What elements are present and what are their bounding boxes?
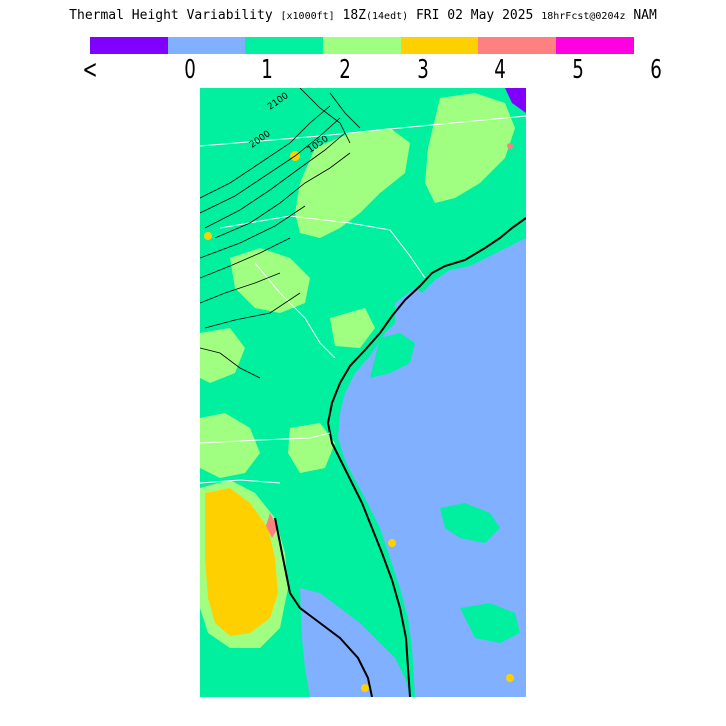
high-variability-region-s bbox=[200, 413, 260, 478]
legend-swatch-1-2 bbox=[245, 37, 324, 54]
legend-label-lt: < bbox=[82, 55, 98, 85]
color-legend bbox=[90, 37, 634, 54]
coastal-band-region bbox=[370, 333, 415, 378]
high-variability-region-se bbox=[288, 423, 335, 473]
title-fcst: 18hrFcst@0204z bbox=[541, 11, 626, 22]
legend-swatch-2-3 bbox=[323, 37, 401, 54]
hotspot-marker bbox=[388, 539, 396, 547]
map-title: Thermal Height Variability [x1000ft] 18Z… bbox=[0, 8, 726, 23]
state-border bbox=[254, 262, 336, 359]
peak-variability-region-fl bbox=[205, 488, 278, 636]
state-border bbox=[200, 479, 281, 484]
forecast-map: 2100 2000 1050 bbox=[200, 88, 526, 697]
high-variability-region-c bbox=[330, 308, 375, 348]
legend-label-3: 3 bbox=[417, 55, 429, 85]
hotspot-marker bbox=[204, 232, 212, 240]
coastline bbox=[326, 217, 526, 697]
title-date: FRI 02 May 2025 bbox=[415, 8, 534, 23]
negative-variability-region bbox=[505, 88, 526, 113]
title-local: (14edt) bbox=[366, 11, 409, 22]
legend-swatch-0-1 bbox=[167, 37, 246, 54]
hotspot-marker bbox=[507, 143, 513, 149]
hotspot-marker bbox=[361, 684, 369, 692]
title-units: [x1000ft] bbox=[280, 11, 335, 22]
legend-label-0: 0 bbox=[184, 55, 196, 85]
legend-label-5: 5 bbox=[572, 55, 584, 85]
high-variability-region-north bbox=[295, 128, 410, 238]
legend-label-1: 1 bbox=[261, 55, 273, 85]
high-variability-region-w bbox=[200, 328, 245, 383]
legend-label-6: 6 bbox=[650, 55, 662, 85]
legend-swatch-4-5 bbox=[478, 37, 557, 54]
ocean-west-region bbox=[300, 588, 410, 697]
title-main: Thermal Height Variability bbox=[69, 8, 273, 23]
legend-label-2: 2 bbox=[339, 55, 351, 85]
state-border bbox=[200, 432, 331, 444]
legend-swatch-below-zero bbox=[90, 37, 168, 54]
legend-label-4: 4 bbox=[494, 55, 506, 85]
state-border bbox=[219, 215, 426, 279]
hotspot-marker bbox=[506, 674, 514, 682]
coastal-island-region-2 bbox=[460, 603, 520, 643]
legend-swatch-3-4 bbox=[400, 37, 479, 54]
title-valid: 18Z bbox=[342, 8, 366, 23]
title-model: NAM bbox=[633, 8, 657, 23]
terrain-contours bbox=[200, 88, 361, 379]
gulf-coastline bbox=[274, 517, 373, 697]
extreme-variability-patch-fl bbox=[266, 513, 278, 538]
legend-swatch-5-6 bbox=[556, 37, 634, 54]
coastal-island-region bbox=[440, 503, 500, 543]
high-variability-region-ne bbox=[425, 93, 515, 203]
state-border bbox=[200, 115, 526, 147]
